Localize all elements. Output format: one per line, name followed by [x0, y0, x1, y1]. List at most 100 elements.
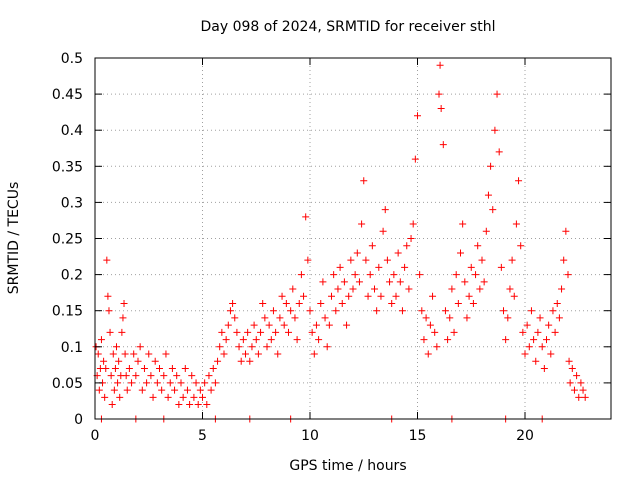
- data-point: [323, 343, 331, 351]
- data-point: [407, 235, 415, 242]
- data-point: [371, 285, 378, 293]
- data-point: [194, 401, 202, 409]
- data-point: [414, 112, 421, 120]
- data-point: [188, 372, 196, 380]
- data-point: [373, 307, 381, 315]
- data-point: [308, 328, 316, 336]
- data-point: [355, 278, 363, 286]
- data-point: [250, 321, 258, 329]
- data-point: [115, 357, 123, 365]
- data-point: [336, 263, 344, 271]
- data-point: [461, 278, 469, 286]
- data-point: [278, 292, 286, 300]
- data-point: [140, 364, 148, 372]
- data-point: [334, 285, 342, 293]
- data-point: [151, 357, 159, 365]
- data-point: [349, 285, 357, 293]
- data-point: [121, 350, 129, 358]
- data-point: [181, 364, 189, 372]
- data-point: [248, 343, 256, 351]
- data-point: [436, 61, 444, 69]
- data-point: [517, 242, 525, 250]
- data-point: [536, 314, 544, 322]
- data-point: [190, 393, 198, 401]
- data-point: [116, 393, 124, 401]
- data-point: [107, 372, 115, 380]
- data-point: [199, 393, 206, 401]
- data-point: [207, 386, 215, 394]
- data-point: [175, 401, 183, 409]
- data-point: [145, 350, 153, 358]
- data-point: [321, 314, 329, 322]
- data-point: [347, 256, 355, 264]
- data-point: [353, 249, 361, 257]
- data-point: [540, 364, 548, 372]
- data-point: [224, 321, 232, 329]
- data-point: [246, 357, 254, 365]
- data-point: [319, 278, 327, 286]
- x-tick-label: 20: [516, 428, 534, 444]
- y-tick-label: 0.25: [52, 232, 83, 248]
- data-point: [317, 299, 325, 307]
- data-point: [566, 379, 574, 387]
- data-point: [192, 379, 200, 387]
- data-point: [304, 256, 312, 264]
- data-point: [229, 299, 237, 307]
- data-point: [263, 343, 271, 351]
- data-point: [205, 372, 213, 380]
- y-tick-label: 0.2: [61, 268, 83, 284]
- data-point: [437, 105, 445, 113]
- data-point: [257, 328, 265, 336]
- data-point: [553, 299, 561, 307]
- data-point: [231, 314, 239, 322]
- data-point: [530, 336, 538, 344]
- data-point: [547, 350, 555, 358]
- data-point: [403, 242, 411, 250]
- data-point: [289, 285, 297, 293]
- x-axis-label: GPS time / hours: [289, 458, 406, 474]
- data-point: [392, 292, 400, 300]
- data-point: [143, 379, 151, 387]
- y-tick-label: 0.4: [61, 123, 83, 139]
- data-point: [422, 314, 430, 322]
- y-tick-label: 0.05: [52, 376, 83, 392]
- data-point: [573, 372, 581, 380]
- data-point: [482, 227, 490, 235]
- data-point: [153, 379, 161, 387]
- data-point: [454, 299, 462, 307]
- data-point: [545, 321, 553, 329]
- data-point: [108, 401, 116, 409]
- data-point: [123, 386, 131, 394]
- data-point: [379, 227, 387, 235]
- data-point: [160, 372, 168, 380]
- data-point: [360, 177, 368, 185]
- data-point: [467, 263, 475, 271]
- data-point: [433, 343, 441, 351]
- data-point: [97, 336, 105, 344]
- x-tick-label: 5: [198, 428, 207, 444]
- data-point: [549, 307, 557, 315]
- data-point: [272, 328, 280, 336]
- data-point: [493, 90, 501, 98]
- data-point: [345, 292, 353, 300]
- data-point: [568, 364, 576, 372]
- data-point: [156, 364, 163, 372]
- data-point: [104, 292, 112, 300]
- data-point: [515, 177, 523, 185]
- data-point: [474, 242, 482, 250]
- data-point: [300, 292, 308, 300]
- data-point: [439, 141, 447, 149]
- y-tick-label: 0.35: [52, 159, 83, 175]
- data-point: [201, 379, 209, 387]
- data-point: [484, 191, 492, 199]
- data-point: [101, 393, 109, 401]
- data-point: [446, 314, 454, 322]
- data-point: [164, 393, 172, 401]
- data-point: [435, 90, 443, 98]
- data-point: [312, 321, 320, 329]
- data-point: [489, 206, 497, 214]
- data-point: [119, 314, 127, 322]
- data-point: [364, 292, 372, 300]
- data-point: [244, 328, 252, 336]
